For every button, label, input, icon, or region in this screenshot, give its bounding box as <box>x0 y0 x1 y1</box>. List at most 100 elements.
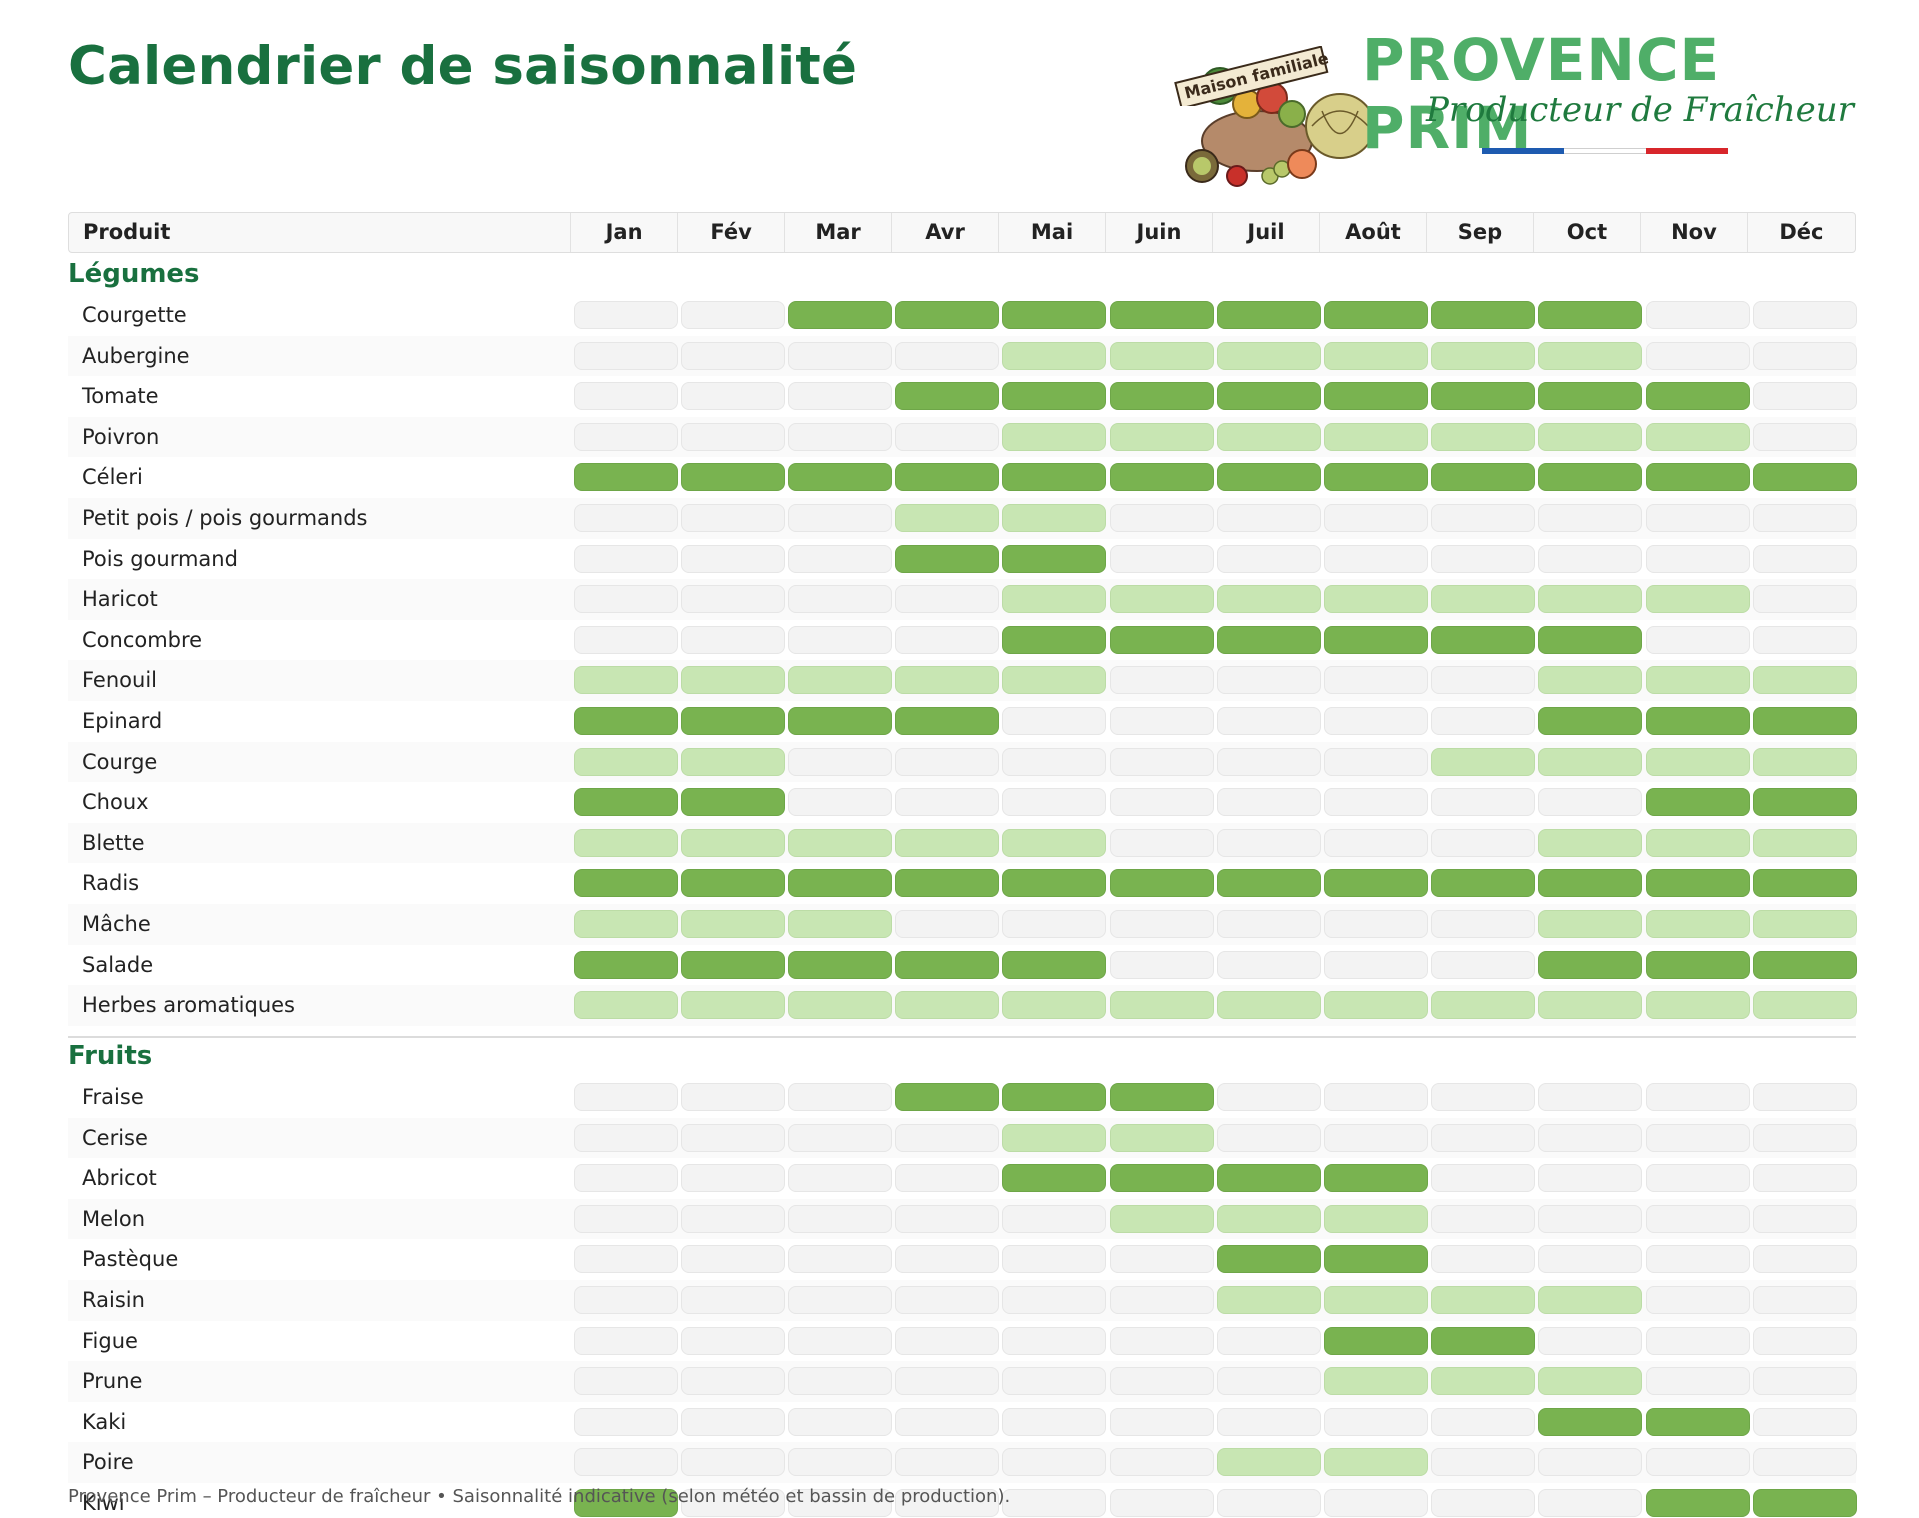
season-cell <box>1109 382 1214 411</box>
season-cell <box>1216 788 1321 817</box>
season-cell <box>573 1326 678 1355</box>
season-cell <box>1002 1245 1107 1274</box>
season-cell <box>787 1245 892 1274</box>
season-cell <box>1752 991 1857 1020</box>
season-cell <box>1109 301 1214 329</box>
product-name: Petit pois / pois gourmands <box>82 505 368 530</box>
season-cell <box>1752 950 1857 979</box>
season-cell <box>1109 625 1214 654</box>
season-cell <box>1216 869 1321 898</box>
season-cell <box>1752 341 1857 370</box>
season-cell <box>787 382 892 411</box>
season-cell <box>573 1407 678 1436</box>
product-name: Melon <box>82 1206 146 1231</box>
table-row: Choux <box>68 782 1857 823</box>
season-cell <box>1216 463 1321 492</box>
table-row: Melon <box>68 1198 1857 1240</box>
season-cell <box>1323 1448 1428 1477</box>
season-cell <box>787 1285 892 1314</box>
table-row: Figue <box>68 1321 1857 1362</box>
table-row: Fraise <box>68 1077 1857 1118</box>
column-header-product: Produit <box>69 213 572 252</box>
season-cell <box>1109 341 1214 370</box>
season-cell <box>1431 544 1536 573</box>
badge-banner <box>1174 46 1329 106</box>
season-cell <box>1002 1123 1107 1152</box>
season-cell <box>1109 1164 1214 1193</box>
season-cell <box>1431 1123 1536 1152</box>
table-header: Produit Jan Fév Mar Avr Mai Juin Juil Août Sep Oc… <box>68 212 1856 253</box>
season-cell <box>1752 382 1857 411</box>
table-row: Blette <box>68 822 1857 864</box>
section-title: Fruits <box>68 1041 153 1071</box>
season-cell <box>1216 909 1321 938</box>
season-cell <box>1216 991 1321 1020</box>
product-name: Aubergine <box>82 343 190 368</box>
table-row: Prune <box>68 1361 1857 1402</box>
season-cell <box>573 1488 678 1517</box>
season-cell <box>1323 625 1428 654</box>
season-cell <box>895 301 1000 329</box>
season-cell <box>1538 382 1643 411</box>
season-cell <box>573 747 678 776</box>
season-cell <box>1645 1285 1750 1314</box>
season-cell <box>1216 544 1321 573</box>
season-cell <box>680 341 785 370</box>
season-cell <box>787 1204 892 1233</box>
season-cell <box>1538 1326 1643 1355</box>
season-cell <box>1431 422 1536 451</box>
season-cell <box>1002 341 1107 370</box>
season-cell <box>680 422 785 451</box>
product-name: Blette <box>82 830 145 855</box>
season-cell <box>1538 1488 1643 1517</box>
season-cell <box>573 1164 678 1193</box>
season-cell <box>1431 666 1536 695</box>
season-cell <box>787 341 892 370</box>
flag-blue <box>1482 148 1564 154</box>
season-cell <box>1752 301 1857 329</box>
season-cell <box>680 950 785 979</box>
column-header-month: Nov <box>1641 213 1748 252</box>
season-cell <box>1216 1245 1321 1274</box>
season-cell <box>895 422 1000 451</box>
product-name: Prune <box>82 1369 143 1394</box>
season-cell <box>1216 828 1321 857</box>
season-cell <box>1431 828 1536 857</box>
season-cell <box>1323 382 1428 411</box>
season-cell <box>1538 1285 1643 1314</box>
season-cell <box>1109 909 1214 938</box>
product-name: Haricot <box>82 587 158 612</box>
season-cell <box>1109 1407 1214 1436</box>
table-row: Radis <box>68 863 1857 904</box>
season-cell <box>1216 950 1321 979</box>
season-cell <box>1109 788 1214 817</box>
season-cell <box>1323 1204 1428 1233</box>
season-cell <box>1645 706 1750 735</box>
season-cell <box>1645 625 1750 654</box>
season-cell <box>787 544 892 573</box>
season-cell <box>1002 382 1107 411</box>
season-cell <box>573 666 678 695</box>
season-cell <box>1323 503 1428 532</box>
column-header-month: Jan <box>571 213 679 252</box>
season-cell <box>1538 503 1643 532</box>
season-cell <box>1323 909 1428 938</box>
season-cell <box>787 1326 892 1355</box>
season-cell <box>1109 463 1214 492</box>
season-cell <box>1538 706 1643 735</box>
season-cell <box>895 747 1000 776</box>
product-name: Tomate <box>82 384 159 409</box>
season-cell <box>680 1285 785 1314</box>
season-cell <box>1323 1245 1428 1274</box>
season-cell <box>1752 422 1857 451</box>
season-cell <box>1645 1204 1750 1233</box>
season-cell <box>1109 1083 1214 1111</box>
season-cell <box>1323 747 1428 776</box>
season-cell <box>1109 747 1214 776</box>
season-cell <box>1752 625 1857 654</box>
season-cell <box>1216 666 1321 695</box>
table-row: Mâche <box>68 903 1857 945</box>
product-name: Poire <box>82 1450 134 1475</box>
product-name: Cerise <box>82 1125 148 1150</box>
column-header-month: Mai <box>999 213 1107 252</box>
